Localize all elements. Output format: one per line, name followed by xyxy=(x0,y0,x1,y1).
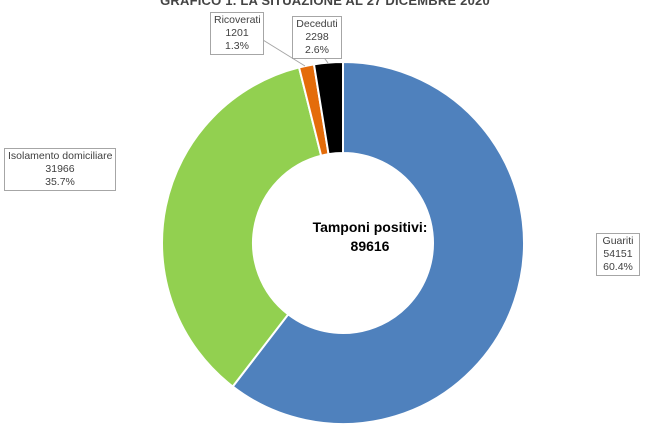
leader-line-ricoverati xyxy=(262,39,306,67)
label-ricoverati-name: Ricoverati xyxy=(214,14,261,26)
label-guariti: Guariti 54151 60.4% xyxy=(596,233,640,276)
label-isolamento: Isolamento domiciliare 31966 35.7% xyxy=(4,148,116,191)
label-guariti-percent: 60.4% xyxy=(603,261,633,273)
slice-deceduti xyxy=(312,60,344,156)
label-isolamento-value: 31966 xyxy=(45,163,75,175)
label-deceduti: Deceduti 2298 2.6% xyxy=(292,16,342,59)
label-deceduti-percent: 2.6% xyxy=(305,44,329,56)
label-ricoverati: Ricoverati 1201 1.3% xyxy=(210,12,264,55)
center-label: Tamponi positivi: 89616 xyxy=(300,218,440,256)
label-deceduti-value: 2298 xyxy=(305,31,329,43)
label-ricoverati-percent: 1.3% xyxy=(225,40,249,52)
label-ricoverati-value: 1201 xyxy=(225,27,249,39)
center-label-value: 89616 xyxy=(350,238,390,254)
label-guariti-name: Guariti xyxy=(602,235,634,247)
label-isolamento-percent: 35.7% xyxy=(45,176,75,188)
center-label-text: Tamponi positivi: xyxy=(312,219,428,235)
label-deceduti-name: Deceduti xyxy=(296,18,338,30)
label-isolamento-name: Isolamento domiciliare xyxy=(8,150,113,162)
slice-guariti xyxy=(231,60,525,425)
chart-title: GRAFICO 1. LA SITUAZIONE AL 27 DICEMBRE … xyxy=(160,0,490,8)
label-guariti-value: 54151 xyxy=(603,248,633,260)
slice-isolamento xyxy=(161,66,323,388)
